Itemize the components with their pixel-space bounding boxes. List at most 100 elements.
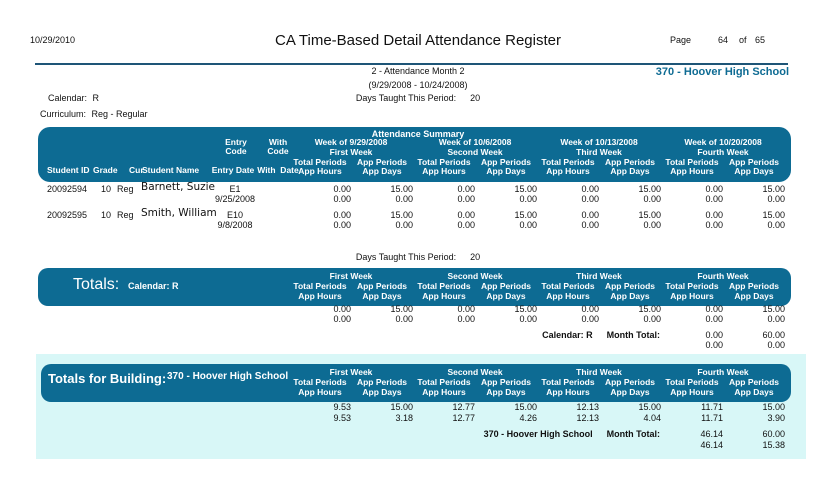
- col-header-line: Total Periods: [541, 281, 595, 291]
- days-taught-label: Days Taught This Period:: [355, 93, 457, 103]
- building-week-headers: First Week Total Periods App Hours App Pe…: [289, 367, 785, 397]
- col-header-days: App Periods App Days: [475, 377, 537, 397]
- value-cell: 15.00: [390, 304, 413, 314]
- value-cell: 12.13: [576, 402, 599, 412]
- row2-values-line1: 0.00 15.00 0.00 15.00 0.00 15.00 0.00 15.00: [289, 210, 785, 220]
- value-cell: 0.00: [457, 194, 475, 204]
- week-name-label: Third Week: [576, 367, 622, 377]
- week-group-3: Week of 10/13/2008 Third Week Total Peri…: [537, 137, 661, 177]
- entry-code-header-line2: Code: [225, 146, 247, 156]
- value-cell: 4.04: [643, 413, 661, 423]
- col-header-days: App Periods App Days: [723, 281, 785, 301]
- col-header-line: App Hours: [546, 386, 590, 397]
- value-cell: 0.00: [333, 220, 351, 230]
- with-code-header-line1: With: [268, 137, 288, 147]
- page-of-label: of: [739, 35, 747, 45]
- col-header-line: Total Periods: [293, 377, 347, 387]
- value-cell: 0.00: [519, 194, 537, 204]
- value-cell: 0.00: [767, 340, 785, 350]
- value-cell: 0.00: [333, 210, 351, 220]
- value-cell: 15.00: [514, 304, 537, 314]
- value-cell: 15.00: [762, 184, 785, 194]
- value-cell: 60.00: [762, 330, 785, 340]
- page-title: CA Time-Based Detail Attendance Register: [275, 32, 561, 49]
- col-header-line: App Days: [734, 166, 774, 176]
- col-header-days: App Periods App Days: [351, 377, 413, 397]
- period-range: (9/29/2008 - 10/24/2008): [368, 80, 468, 90]
- col-header-hours: Total Periods App Hours: [289, 157, 351, 177]
- student-name: Barnett, Suzie: [141, 181, 216, 193]
- week-name-label: First Week: [329, 271, 373, 281]
- col-header-line: Total Periods: [541, 156, 595, 167]
- summary-header-band: [38, 127, 791, 182]
- value-cell: 0.00: [643, 194, 661, 204]
- col-header-days: App Periods App Days: [723, 377, 785, 397]
- month-total-prefix: 370 - Hoover High School: [483, 429, 593, 439]
- entry-date: 9/25/2008: [214, 194, 256, 204]
- value-cell: 0.00: [705, 314, 723, 324]
- value-cell: 4.26: [519, 413, 537, 423]
- grade-header: Grade: [93, 165, 118, 175]
- value-cell: 15.00: [762, 210, 785, 220]
- week-name-label: Second Week: [447, 146, 503, 157]
- value-cell: 15.00: [638, 304, 661, 314]
- week-group-1: First Week Total Periods App Hours App Pe…: [289, 271, 413, 301]
- value-cell: 0.00: [767, 220, 785, 230]
- col-header-line: App Hours: [546, 166, 590, 176]
- entry-code: E1: [229, 184, 241, 194]
- totals-calendar-value: R: [172, 281, 179, 291]
- value-cell: 46.14: [700, 429, 723, 439]
- value-cell: 0.00: [767, 314, 785, 324]
- value-cell: 0.00: [705, 220, 723, 230]
- row2-values-line2: 0.00 0.00 0.00 0.00 0.00 0.00 0.00 0.00: [289, 220, 785, 230]
- with-code-header-line2: Code: [267, 146, 289, 156]
- col-header-line: App Days: [610, 290, 650, 301]
- totals-band: [38, 268, 791, 306]
- col-header-hours: Total Periods App Hours: [661, 377, 723, 397]
- header-rule: [35, 63, 788, 65]
- col-header-line: App Periods: [356, 281, 408, 291]
- week-name-label: Fourth Week: [697, 271, 749, 281]
- col-header-hours: Total Periods App Hours: [537, 156, 599, 177]
- col-header-hours: Total Periods App Hours: [537, 377, 599, 397]
- building-month-total-line2: 46.14 15.38: [289, 440, 785, 450]
- totals-month-total-labels: Calendar: R Month Total:: [542, 330, 660, 340]
- value-cell: 0.00: [581, 194, 599, 204]
- value-cell: 0.00: [395, 194, 413, 204]
- col-header-days: App Periods App Days: [599, 377, 661, 397]
- week-name-label: First Week: [329, 146, 373, 157]
- col-header-line: App Hours: [670, 386, 714, 397]
- week-group-4: Fourth Week Total Periods App Hours App P…: [661, 367, 785, 397]
- value-cell: 0.00: [705, 304, 723, 314]
- days-taught-value: 20: [470, 252, 481, 262]
- col-header-hours: Total Periods App Hours: [661, 157, 723, 177]
- value-cell: 9.53: [333, 413, 351, 423]
- student-name-header: Student Name: [142, 165, 200, 175]
- value-cell: 0.00: [519, 220, 537, 230]
- col-header-line: App Days: [610, 386, 650, 397]
- value-cell: 15.00: [514, 402, 537, 412]
- value-cell: 15.00: [638, 184, 661, 194]
- week-group-3: Third Week Total Periods App Hours App Pe…: [537, 271, 661, 301]
- entry-date-header: Entry Date: [211, 165, 255, 175]
- value-cell: 12.77: [452, 413, 475, 423]
- value-cell: 0.00: [333, 184, 351, 194]
- col-header-days: App Periods App Days: [599, 281, 661, 301]
- col-header-line: App Periods: [356, 156, 408, 167]
- value-cell: 0.00: [333, 304, 351, 314]
- calendar-line: Calendar: R: [48, 93, 99, 103]
- col-header-hours: Total Periods App Hours: [661, 281, 723, 301]
- page-label: Page: [670, 35, 692, 45]
- week-name-label: Second Week: [447, 367, 503, 377]
- value-cell: 12.77: [452, 402, 475, 412]
- col-header-hours: Total Periods App Hours: [413, 157, 475, 177]
- col-header-hours: Total Periods App Hours: [289, 281, 351, 301]
- student-id-header: Student ID: [47, 165, 90, 175]
- value-cell: 0.00: [705, 184, 723, 194]
- value-cell: 15.00: [514, 210, 537, 220]
- col-header-line: App Days: [486, 290, 526, 301]
- totals-calendar-label: Calendar:: [128, 281, 170, 291]
- week-name-label: Third Week: [576, 271, 622, 281]
- month-total-prefix: Calendar: R: [542, 330, 593, 340]
- curriculum-label: Curriculum:: [40, 109, 87, 119]
